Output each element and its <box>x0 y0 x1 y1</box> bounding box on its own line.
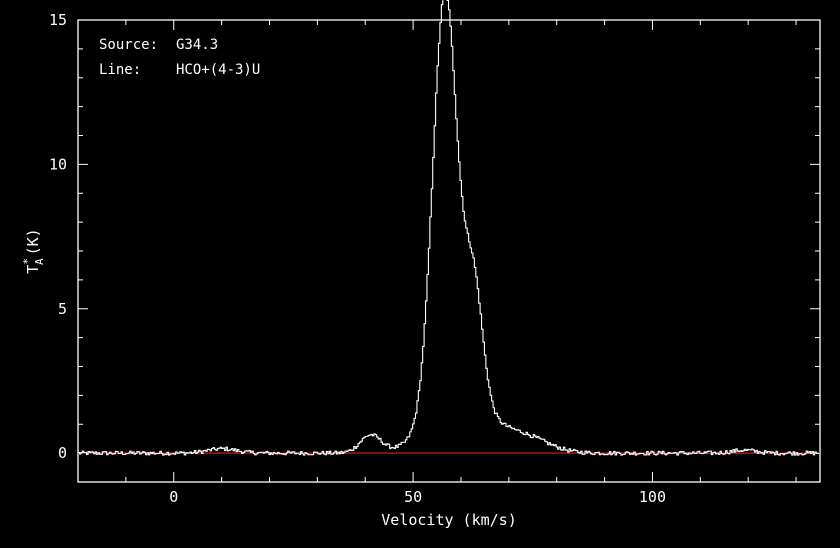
y-tick-label: 10 <box>49 155 67 173</box>
y-tick-label: 5 <box>58 300 67 318</box>
x-tick-label: 50 <box>404 488 422 506</box>
tick-labels: 0 50 100 0 5 10 15 <box>49 11 666 506</box>
line-value: HCO+(4-3)U <box>176 62 261 78</box>
plot-frame <box>77 19 821 483</box>
y-axis-label: T*A(K) <box>21 228 46 273</box>
source-label: Source: <box>99 37 159 53</box>
y-tick-label: 0 <box>58 444 67 462</box>
x-tick-label: 100 <box>639 488 666 506</box>
source-value: G34.3 <box>176 37 219 53</box>
axis-ticks <box>78 19 820 483</box>
spectrum-line <box>78 0 820 456</box>
x-tick-label: 0 <box>169 488 178 506</box>
y-tick-label: 15 <box>49 11 67 29</box>
x-axis-label: Velocity (km/s) <box>381 511 516 529</box>
line-label: Line: <box>99 62 142 78</box>
